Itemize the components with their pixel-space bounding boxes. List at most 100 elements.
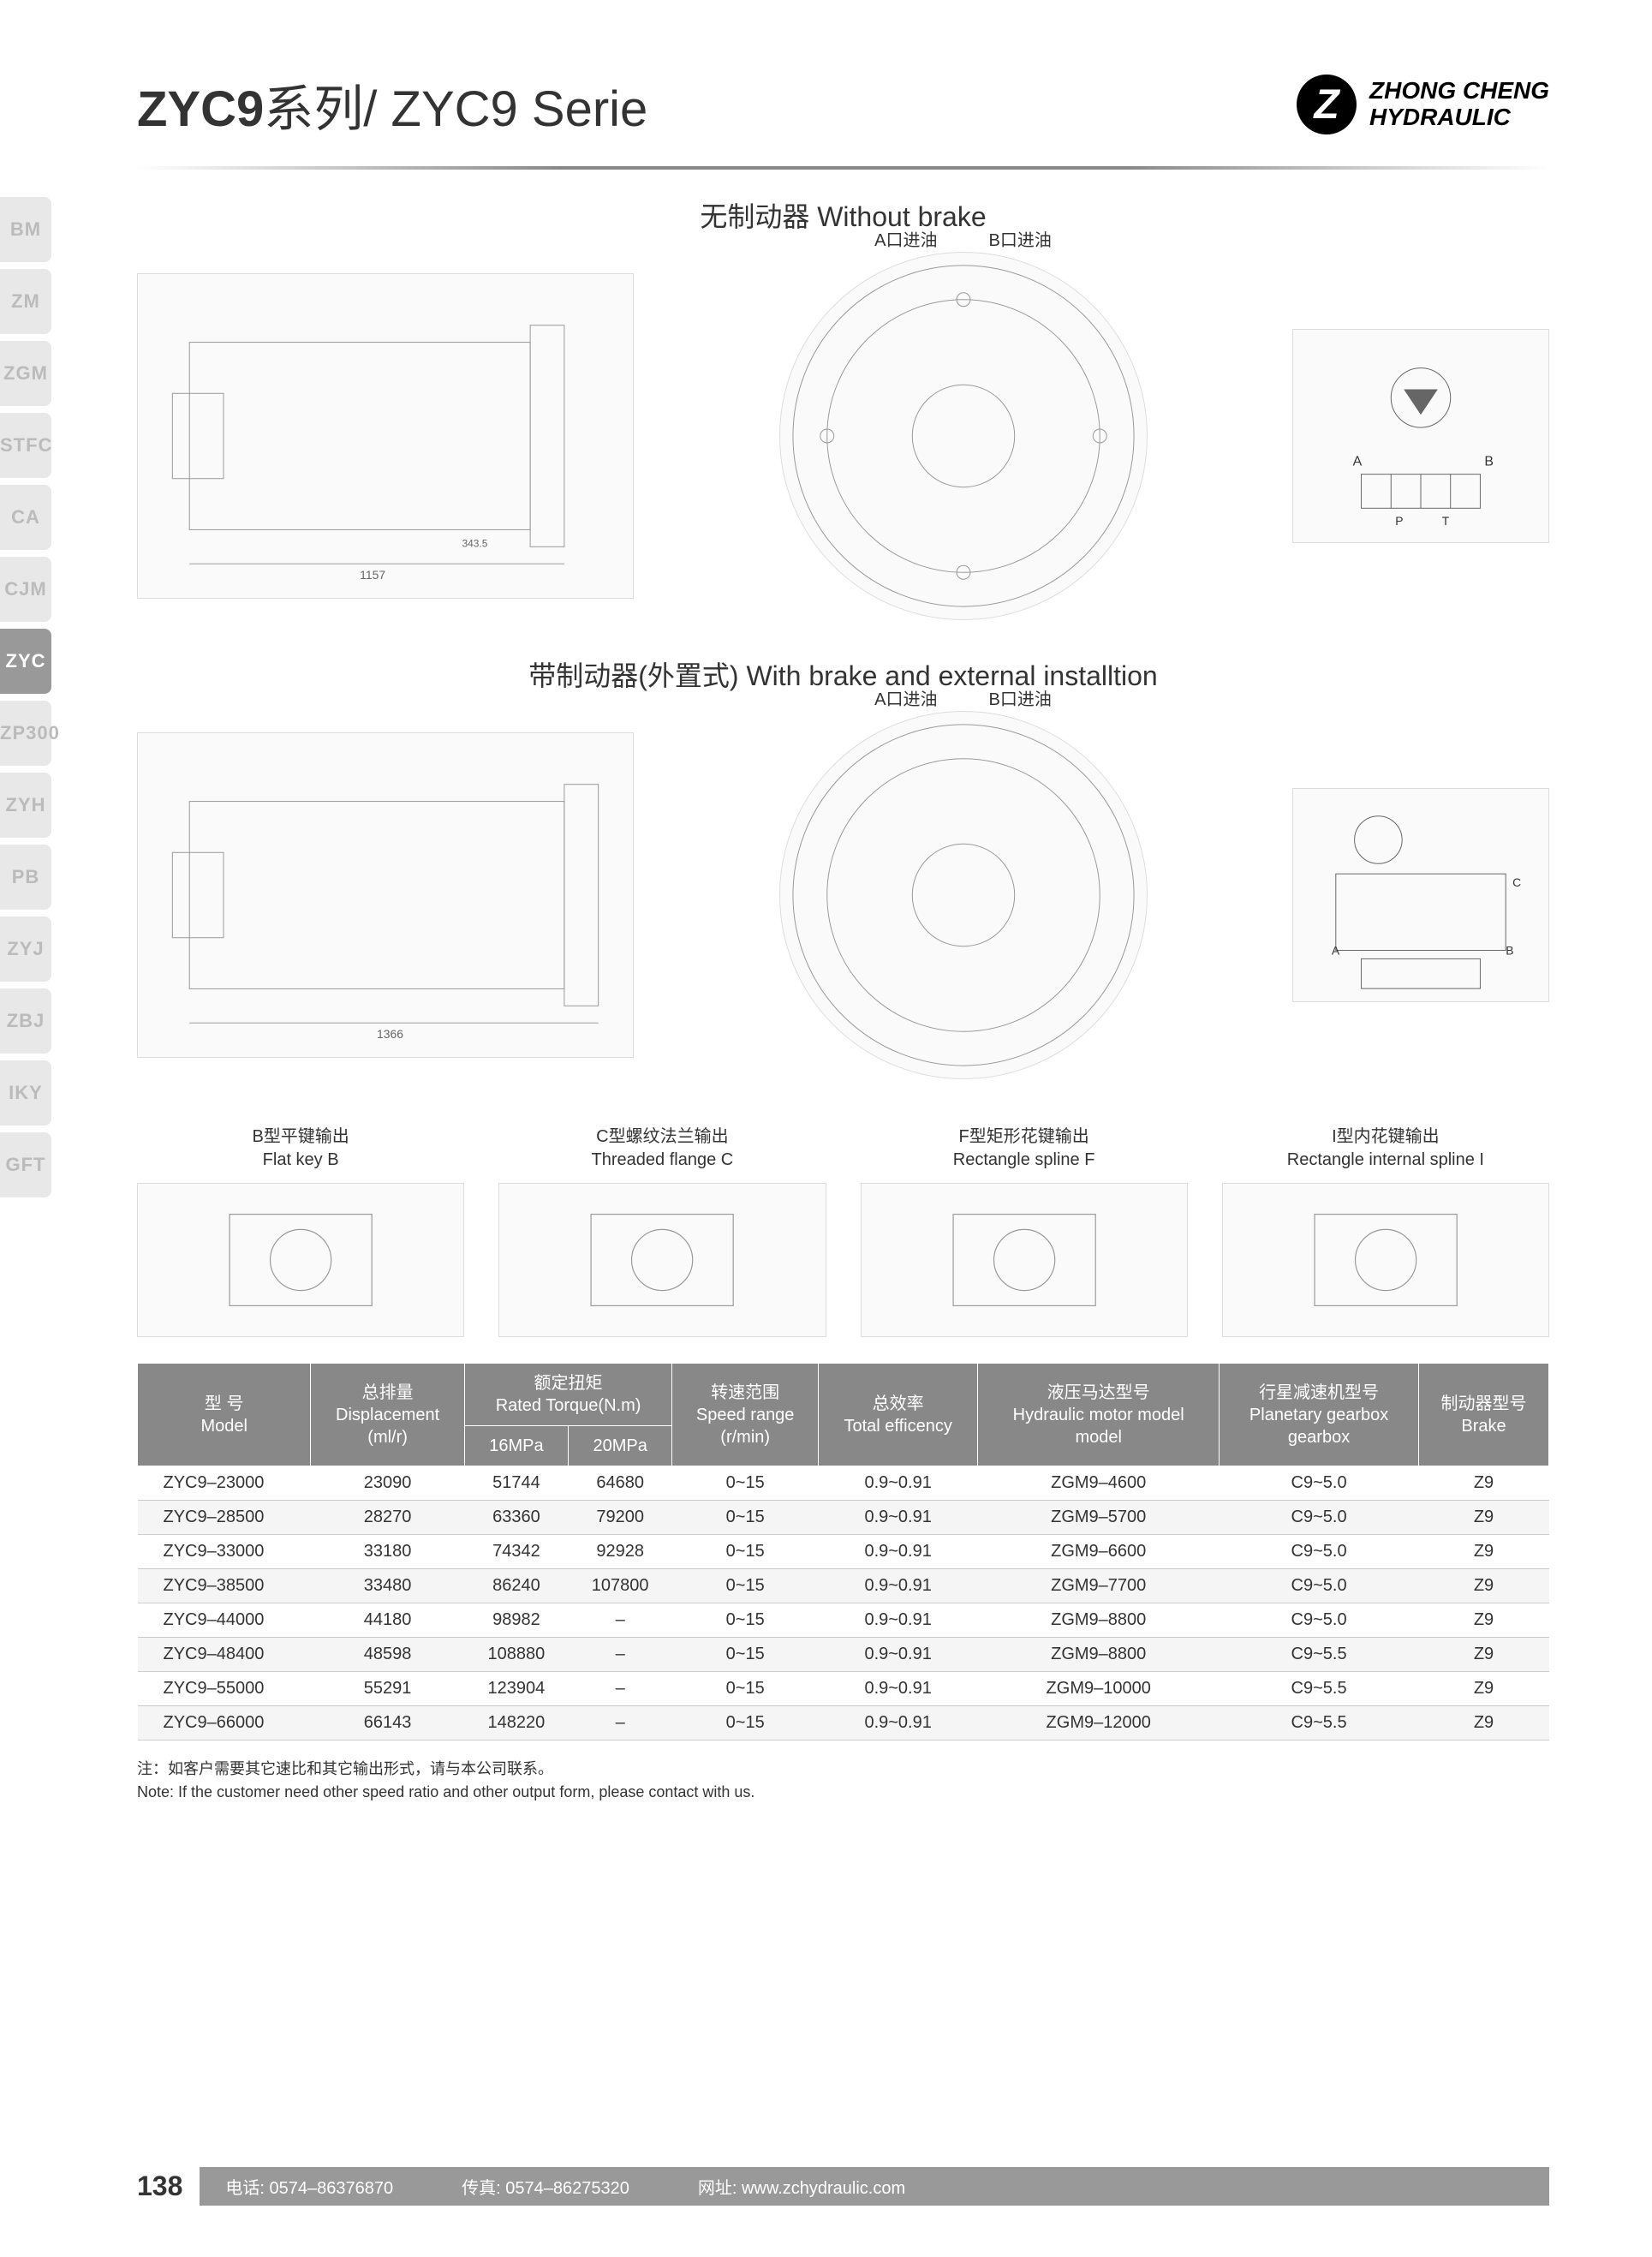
table-row: ZYC9–230002309051744646800~150.9~0.91ZGM… bbox=[138, 1466, 1549, 1501]
table-cell: – bbox=[569, 1706, 672, 1741]
table-cell: C9~5.0 bbox=[1220, 1569, 1419, 1603]
sidebar-tab-iky[interactable]: IKY bbox=[0, 1060, 51, 1126]
table-cell: 0~15 bbox=[672, 1672, 819, 1706]
table-cell: 74342 bbox=[464, 1535, 568, 1569]
table-cell: 0~15 bbox=[672, 1535, 819, 1569]
table-cell: Z9 bbox=[1419, 1672, 1549, 1706]
footer-fax: 传真: 0574–86275320 bbox=[462, 2174, 629, 2199]
table-cell: Z9 bbox=[1419, 1638, 1549, 1672]
footer-web: 网址: www.zchydraulic.com bbox=[698, 2174, 905, 2199]
table-cell: 0.9~0.91 bbox=[819, 1466, 978, 1501]
table-cell: C9~5.5 bbox=[1220, 1706, 1419, 1741]
front-view-brake-drawing bbox=[779, 711, 1148, 1079]
side-view-drawing: 1157343.5 bbox=[137, 273, 634, 599]
table-cell: ZGM9–10000 bbox=[978, 1672, 1220, 1706]
sidebar-tab-zm[interactable]: ZM bbox=[0, 269, 51, 334]
table-cell: 48598 bbox=[311, 1638, 464, 1672]
sidebar-tab-gft[interactable]: GFT bbox=[0, 1132, 51, 1197]
content-area: 无制动器 Without brake 1157343.5 A口进油 B口进油 液… bbox=[69, 195, 1549, 1804]
table-cell: 64680 bbox=[569, 1466, 672, 1501]
table-cell: 23090 bbox=[311, 1466, 464, 1501]
sidebar-tab-pb[interactable]: PB bbox=[0, 845, 51, 910]
table-cell: – bbox=[569, 1638, 672, 1672]
sidebar-tab-bm[interactable]: BM bbox=[0, 197, 51, 262]
output-en: Rectangle spline F bbox=[861, 1150, 1188, 1170]
sidebar-tab-zyc[interactable]: ZYC bbox=[0, 629, 51, 694]
brand-text: ZHONG CHENG HYDRAULIC bbox=[1369, 78, 1549, 131]
table-cell: ZGM9–5700 bbox=[978, 1501, 1220, 1535]
table-cell: 0.9~0.91 bbox=[819, 1638, 978, 1672]
svg-text:T: T bbox=[1442, 514, 1450, 528]
table-cell: 0.9~0.91 bbox=[819, 1706, 978, 1741]
sidebar-tab-zyj[interactable]: ZYJ bbox=[0, 917, 51, 982]
table-body: ZYC9–230002309051744646800~150.9~0.91ZGM… bbox=[138, 1466, 1549, 1741]
output-cn: B型平键输出 bbox=[137, 1122, 464, 1147]
svg-text:1366: 1366 bbox=[377, 1027, 403, 1041]
page-number: 138 bbox=[137, 2170, 182, 2202]
front-view-container: A口进油 B口进油 bbox=[779, 252, 1148, 620]
table-cell: 0.9~0.91 bbox=[819, 1603, 978, 1638]
col-disp: 总排量Displacement(ml/r) bbox=[311, 1364, 464, 1466]
note-cn: 注：如客户需要其它速比和其它输出形式，请与本公司联系。 bbox=[137, 1758, 1549, 1781]
table-cell: 0.9~0.91 bbox=[819, 1672, 978, 1706]
output-type-1: C型螺纹法兰输出Threaded flange C bbox=[498, 1122, 826, 1337]
table-header: 型 号Model 总排量Displacement(ml/r) 额定扭矩Rated… bbox=[138, 1364, 1549, 1466]
table-cell: 148220 bbox=[464, 1706, 568, 1741]
table-cell: ZYC9–44000 bbox=[138, 1603, 311, 1638]
output-type-0: B型平键输出Flat key B bbox=[137, 1122, 464, 1337]
output-types-row: B型平键输出Flat key BC型螺纹法兰输出Threaded flange … bbox=[137, 1122, 1549, 1337]
table-cell: ZGM9–7700 bbox=[978, 1569, 1220, 1603]
col-gear: 行星减速机型号Planetary gearboxgearbox bbox=[1220, 1364, 1419, 1466]
table-cell: ZYC9–33000 bbox=[138, 1535, 311, 1569]
col-motor: 液压马达型号Hydraulic motor modelmodel bbox=[978, 1364, 1220, 1466]
diagram-row-nobrake: 1157343.5 A口进油 B口进油 液压原理图 ABPT bbox=[137, 252, 1549, 620]
sidebar-tab-zp300[interactable]: ZP300 bbox=[0, 701, 51, 766]
table-cell: 0.9~0.91 bbox=[819, 1535, 978, 1569]
table-cell: C9~5.0 bbox=[1220, 1535, 1419, 1569]
output-cn: F型矩形花键输出 bbox=[861, 1122, 1188, 1147]
output-type-3: I型内花键输出Rectangle internal spline I bbox=[1222, 1122, 1549, 1337]
table-cell: 33480 bbox=[311, 1569, 464, 1603]
svg-text:P: P bbox=[1395, 514, 1403, 528]
sidebar-tab-stfc[interactable]: STFC bbox=[0, 413, 51, 478]
svg-text:B: B bbox=[1506, 943, 1513, 957]
hydraulic-schematic: ABPT bbox=[1292, 329, 1549, 543]
table-cell: 0.9~0.91 bbox=[819, 1569, 978, 1603]
note-en: Note: If the customer need other speed r… bbox=[137, 1781, 1549, 1804]
table-cell: 123904 bbox=[464, 1672, 568, 1706]
front-view-brake-container: A口进油 B口进油 bbox=[779, 711, 1148, 1079]
sidebar-tab-zgm[interactable]: ZGM bbox=[0, 341, 51, 406]
title-en: ZYC9 Serie bbox=[391, 81, 648, 137]
footer-bar: 电话: 0574–86376870 传真: 0574–86275320 网址: … bbox=[200, 2167, 1549, 2206]
table-cell: 44180 bbox=[311, 1603, 464, 1638]
output-cn: I型内花键输出 bbox=[1222, 1122, 1549, 1147]
table-cell: 86240 bbox=[464, 1569, 568, 1603]
table-cell: 28270 bbox=[311, 1501, 464, 1535]
page-title: ZYC9系列/ ZYC9 Serie bbox=[137, 69, 647, 140]
table-cell: 55291 bbox=[311, 1672, 464, 1706]
port-b-label-2: B口进油 bbox=[989, 685, 1052, 710]
table-cell: ZYC9–38500 bbox=[138, 1569, 311, 1603]
table-row: ZYC9–4840048598108880–0~150.9~0.91ZGM9–8… bbox=[138, 1638, 1549, 1672]
table-cell: 0~15 bbox=[672, 1638, 819, 1672]
table-cell: ZYC9–55000 bbox=[138, 1672, 311, 1706]
svg-text:C: C bbox=[1512, 875, 1521, 889]
table-cell: 51744 bbox=[464, 1466, 568, 1501]
sidebar-tab-ca[interactable]: CA bbox=[0, 485, 51, 550]
sidebar-tab-zbj[interactable]: ZBJ bbox=[0, 988, 51, 1054]
header-divider bbox=[137, 166, 1549, 170]
page-footer: 138 电话: 0574–86376870 传真: 0574–86275320 … bbox=[137, 2167, 1549, 2206]
table-cell: 108880 bbox=[464, 1638, 568, 1672]
col-torque: 额定扭矩Rated Torque(N.m) bbox=[464, 1364, 671, 1426]
table-cell: 92928 bbox=[569, 1535, 672, 1569]
table-cell: ZYC9–23000 bbox=[138, 1466, 311, 1501]
svg-text:343.5: 343.5 bbox=[462, 537, 488, 549]
sidebar-tab-cjm[interactable]: CJM bbox=[0, 557, 51, 622]
sidebar-tab-zyh[interactable]: ZYH bbox=[0, 773, 51, 838]
table-cell: 0~15 bbox=[672, 1501, 819, 1535]
page: BMZMZGMSTFCCACJMZYCZP300ZYHPBZYJZBJIKYGF… bbox=[0, 0, 1652, 2257]
spec-table: 型 号Model 总排量Displacement(ml/r) 额定扭矩Rated… bbox=[137, 1363, 1549, 1741]
diagram-row-brake: 1366 A口进油 B口进油 液压原理图 ABC bbox=[137, 711, 1549, 1079]
table-cell: Z9 bbox=[1419, 1535, 1549, 1569]
table-cell: Z9 bbox=[1419, 1603, 1549, 1638]
